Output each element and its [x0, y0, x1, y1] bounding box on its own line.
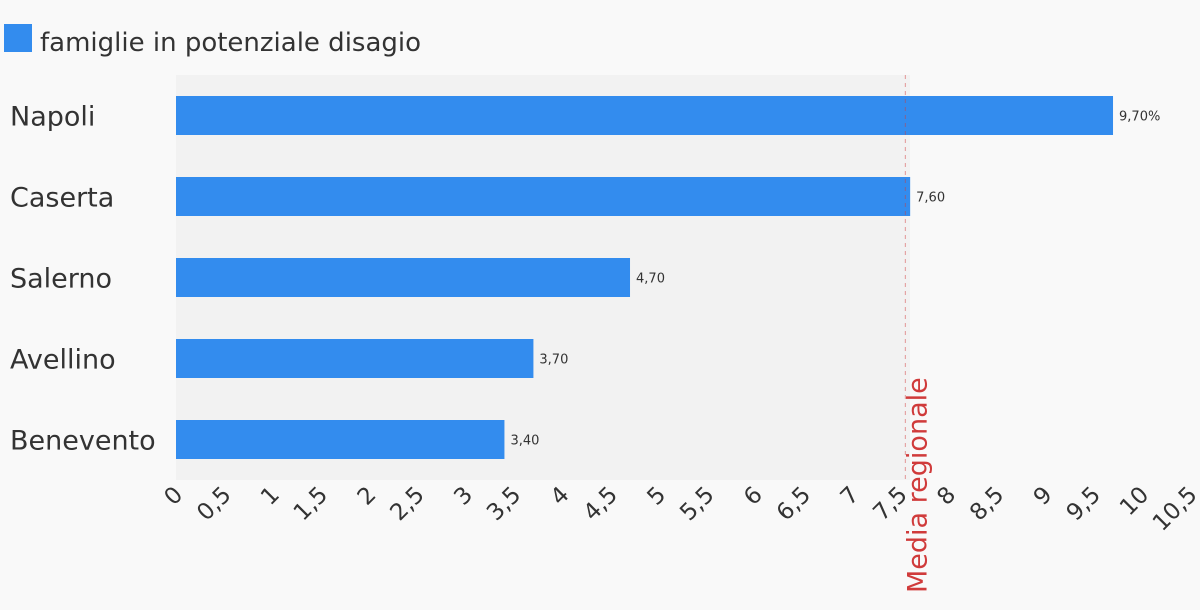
category-label-salerno: Salerno	[10, 264, 112, 295]
legend-swatch	[4, 24, 32, 52]
reference-line-label: Media regionale	[902, 377, 933, 593]
category-label-avellino: Avellino	[10, 345, 116, 376]
data-label-benevento: 3,40	[510, 434, 539, 449]
x-tick-label: 0	[160, 482, 189, 511]
bar-avellino	[176, 339, 534, 378]
x-tick-label: 2,5	[385, 482, 429, 526]
bar-napoli	[176, 96, 1114, 135]
data-label-caserta: 7,60	[916, 191, 945, 206]
data-label-napoli: 9,70%	[1119, 110, 1160, 125]
x-axis-tick-labels: 0 0,5 1 1,5 2 2,5 3 3,5 4 4,5 5 5,5 6 6,5 7 7,5 8 8,5 9 9,5…	[160, 482, 1200, 537]
data-label-salerno: 4,70	[636, 272, 665, 287]
x-tick-label: 3	[449, 482, 478, 511]
bar-benevento	[176, 420, 505, 459]
category-label-caserta: Caserta	[10, 183, 114, 214]
x-tick-label: 8	[932, 482, 961, 511]
bar-salerno	[176, 258, 631, 297]
x-tick-label: 5,5	[675, 482, 719, 526]
x-tick-label: 6	[739, 482, 768, 511]
legend-label: famiglie in potenziale disagio	[40, 28, 421, 58]
bars-group: 9,70% 7,60 4,70 3,70 3,40	[176, 96, 1160, 459]
x-tick-label: 6,5	[772, 482, 816, 526]
x-tick-label: 1	[256, 482, 285, 511]
category-label-napoli: Napoli	[10, 102, 95, 133]
category-labels: Napoli Caserta Salerno Avellino Benevento	[10, 102, 156, 457]
x-tick-label: 10,5	[1148, 482, 1200, 537]
x-tick-label: 7	[836, 482, 865, 511]
category-label-benevento: Benevento	[10, 426, 156, 457]
x-tick-label: 10	[1115, 482, 1154, 521]
bar-caserta	[176, 177, 911, 216]
x-tick-label: 9,5	[1062, 482, 1106, 526]
x-tick-label: 9	[1029, 482, 1058, 511]
x-tick-label: 1,5	[289, 482, 333, 526]
x-tick-label: 4,5	[579, 482, 623, 526]
x-tick-label: 2	[353, 482, 382, 511]
x-tick-label: 8,5	[965, 482, 1009, 526]
x-tick-label: 0,5	[192, 482, 236, 526]
x-tick-label: 4	[546, 482, 575, 511]
data-label-avellino: 3,70	[539, 353, 568, 368]
x-tick-label: 5	[643, 482, 672, 511]
x-tick-label: 3,5	[482, 482, 526, 526]
